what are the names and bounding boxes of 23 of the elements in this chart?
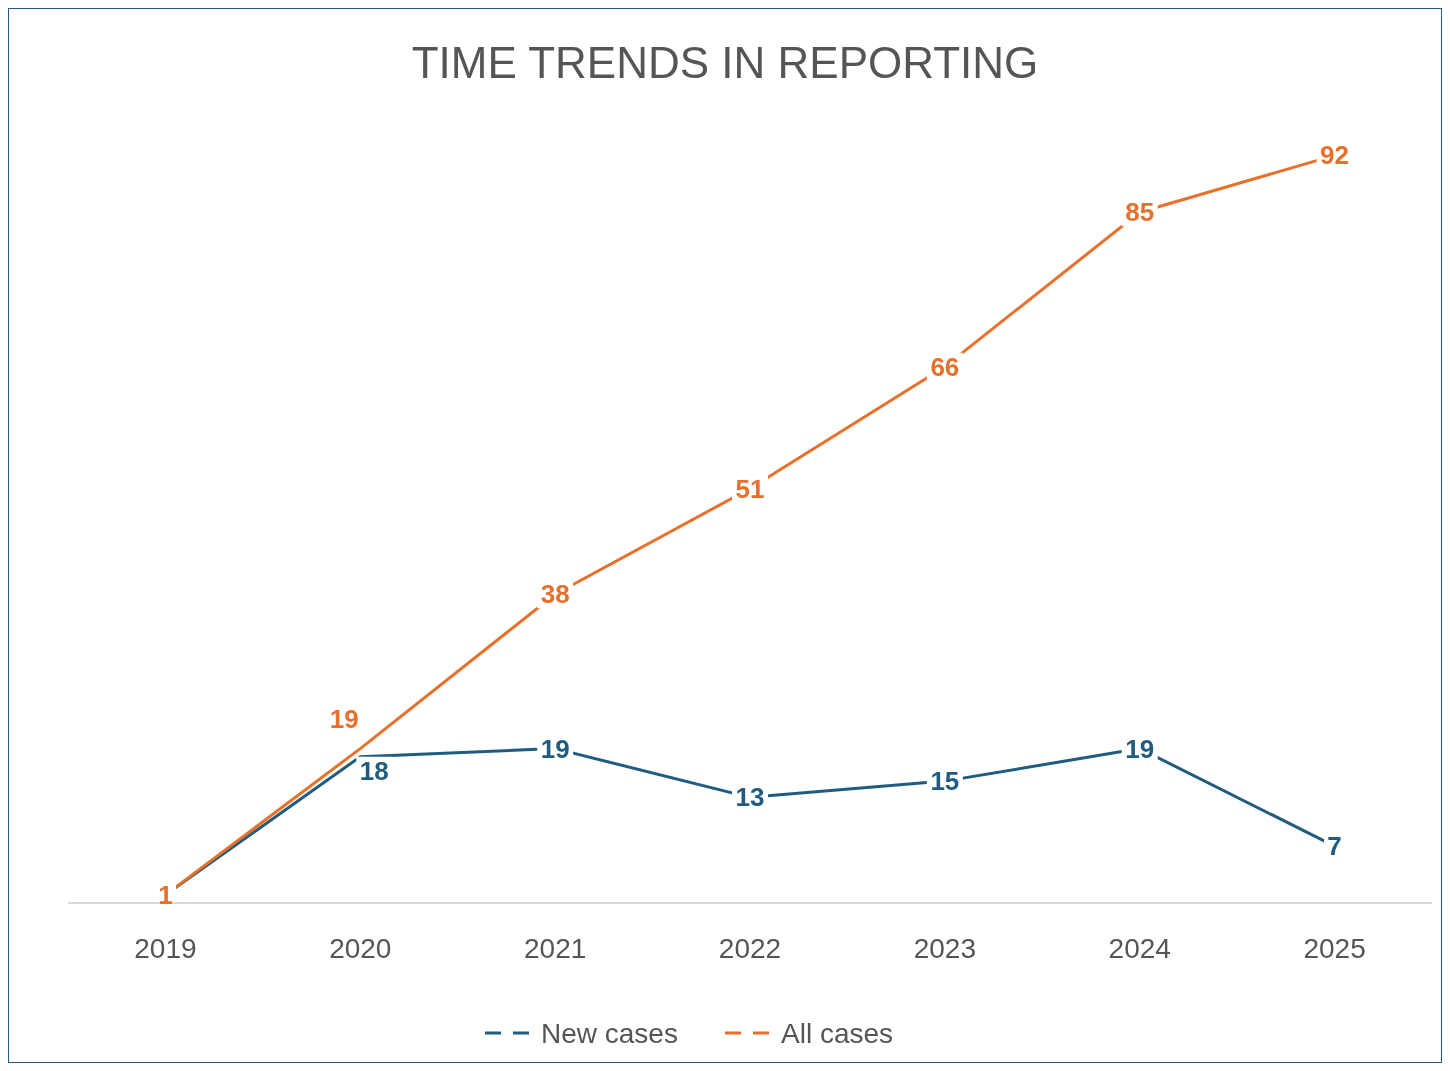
- x-tick-label: 2023: [913, 933, 977, 964]
- data-label: 19: [540, 733, 570, 764]
- data-label: 51: [735, 473, 765, 504]
- chart-title: TIME TRENDS IN REPORTING: [411, 38, 1039, 87]
- data-label: 18: [359, 755, 389, 786]
- data-label: 85: [1125, 197, 1155, 228]
- x-tick-label: 2022: [718, 933, 782, 964]
- data-label: 92: [1320, 140, 1350, 171]
- data-label: 66: [930, 351, 960, 382]
- x-tick-label: 2024: [1108, 933, 1171, 964]
- data-label: 19: [329, 703, 359, 734]
- legend-label: All cases: [781, 1017, 894, 1049]
- data-label: 13: [735, 782, 765, 813]
- data-label: 1: [158, 879, 173, 910]
- legend-label: New cases: [541, 1017, 678, 1049]
- x-tick-label: 2019: [134, 933, 197, 964]
- data-label: 38: [540, 579, 570, 610]
- data-label: 15: [930, 766, 960, 797]
- data-label: 7: [1327, 831, 1342, 862]
- x-tick-label: 2025: [1303, 933, 1366, 964]
- x-tick-label: 2021: [523, 933, 587, 964]
- x-tick-label: 2020: [329, 933, 392, 964]
- data-label: 19: [1125, 733, 1155, 764]
